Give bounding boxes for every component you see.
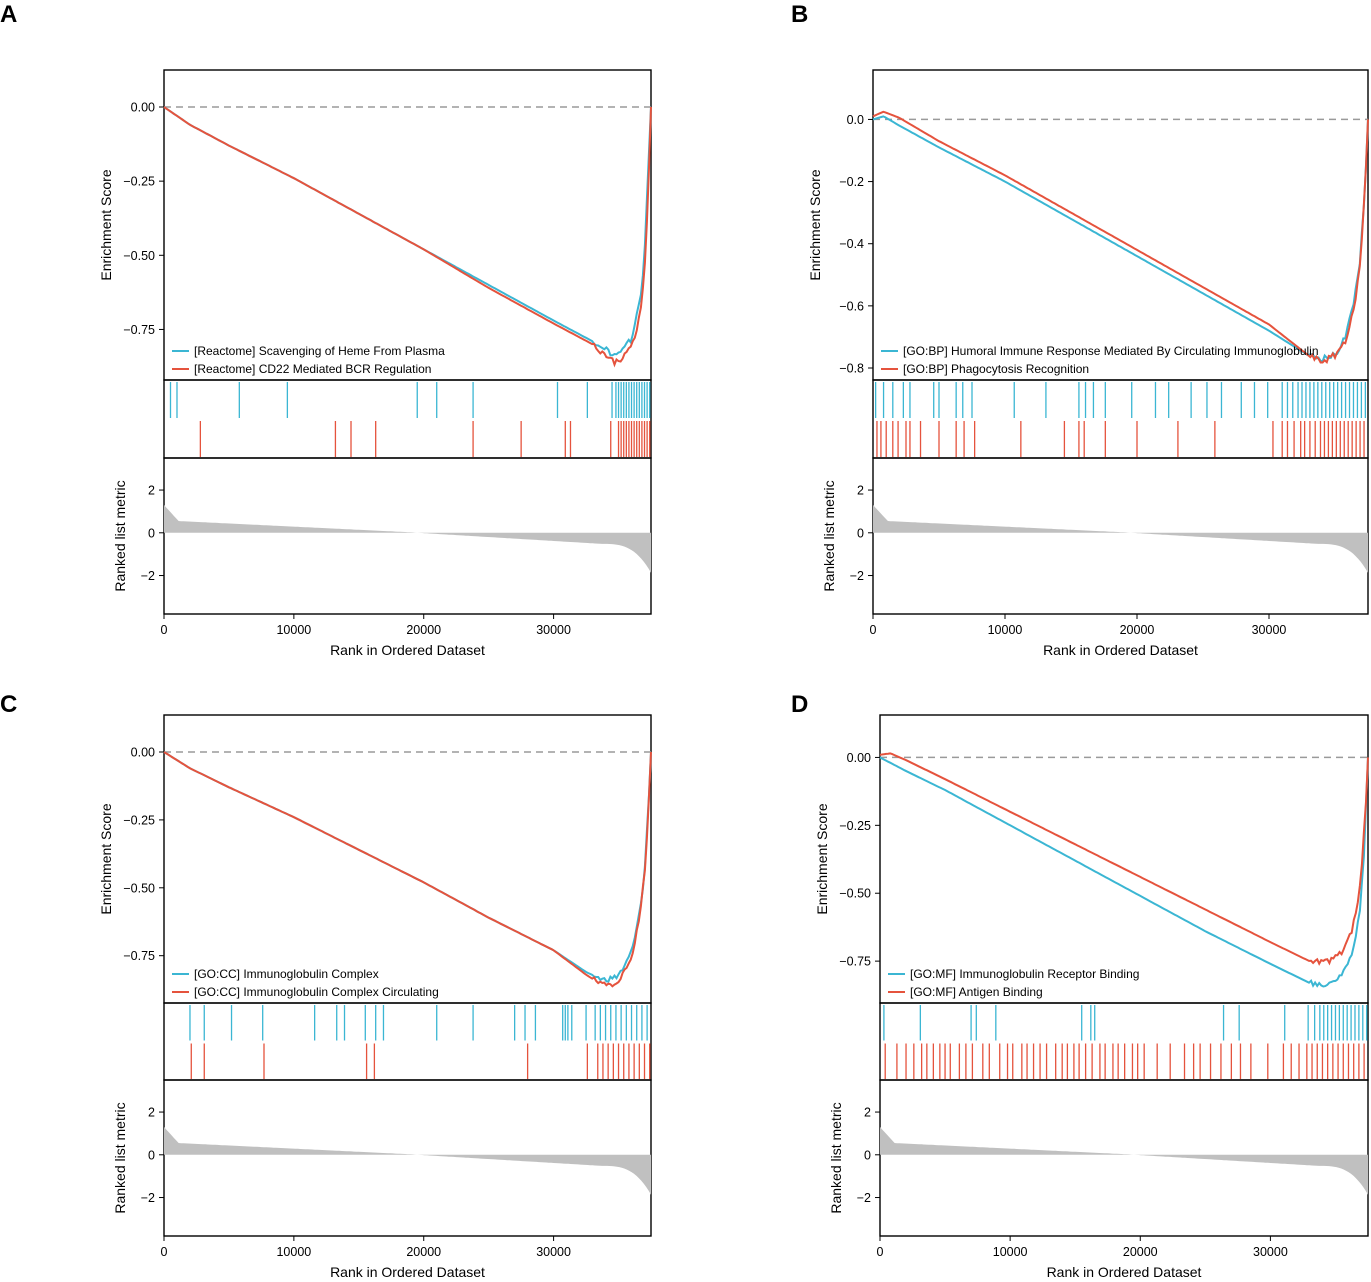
metric-y-axis-title: Ranked list metric bbox=[112, 1102, 128, 1213]
es-y-axis-title: Enrichment Score bbox=[98, 169, 114, 280]
metric-y-tick-label: −2 bbox=[141, 569, 155, 583]
x-tick-label: 20000 bbox=[1120, 623, 1155, 637]
x-tick-label: 30000 bbox=[1253, 1245, 1288, 1259]
metric-y-tick-label: 2 bbox=[148, 484, 155, 498]
ranked-metric-area bbox=[164, 505, 651, 573]
ranked-metric-area bbox=[164, 1127, 651, 1195]
es-y-tick-label: −0.6 bbox=[839, 299, 864, 313]
legend-label-series-2: [GO:BP] Phagocytosis Recognition bbox=[903, 362, 1089, 376]
panel-letter: D bbox=[791, 691, 808, 718]
legend-label-series-1: [GO:MF] Immunoglobulin Receptor Binding bbox=[910, 967, 1139, 981]
x-axis-title: Rank in Ordered Dataset bbox=[330, 1264, 485, 1280]
es-y-axis-title: Enrichment Score bbox=[98, 803, 114, 914]
x-tick-label: 10000 bbox=[276, 623, 311, 637]
legend-label-series-1: [GO:BP] Humoral Immune Response Mediated… bbox=[903, 344, 1319, 358]
es-y-tick-label: 0.00 bbox=[847, 751, 871, 765]
x-tick-label: 20000 bbox=[406, 1245, 441, 1259]
hits-strip-frame bbox=[163, 379, 652, 459]
metric-y-tick-label: 0 bbox=[148, 526, 155, 540]
es-y-tick-label: −0.50 bbox=[123, 881, 155, 895]
legend-label-series-2: [Reactome] CD22 Mediated BCR Regulation bbox=[194, 362, 431, 376]
metric-y-tick-label: 0 bbox=[864, 1148, 871, 1162]
hits-strip-frame bbox=[163, 1002, 652, 1081]
panel-letter: C bbox=[0, 691, 17, 718]
metric-y-axis-title: Ranked list metric bbox=[828, 1102, 844, 1213]
panel-letter: B bbox=[791, 1, 808, 28]
panel-letter: A bbox=[0, 1, 17, 28]
es-y-tick-label: −0.50 bbox=[123, 249, 155, 263]
es-y-tick-label: −0.50 bbox=[839, 887, 871, 901]
metric-y-tick-label: −2 bbox=[141, 1191, 155, 1205]
es-y-tick-label: −0.75 bbox=[123, 323, 155, 337]
x-tick-label: 30000 bbox=[1252, 623, 1287, 637]
x-tick-label: 0 bbox=[877, 1245, 884, 1259]
es-y-tick-label: 0.0 bbox=[847, 113, 864, 127]
x-tick-label: 30000 bbox=[536, 1245, 571, 1259]
x-tick-label: 10000 bbox=[276, 1245, 311, 1259]
legend-label-series-1: [GO:CC] Immunoglobulin Complex bbox=[194, 967, 379, 981]
es-y-tick-label: −0.25 bbox=[839, 819, 871, 833]
es-curve-series-1 bbox=[879, 756, 1369, 988]
legend-label-series-2: [GO:MF] Antigen Binding bbox=[910, 985, 1043, 999]
es-curve-series-1 bbox=[163, 106, 652, 357]
x-tick-label: 20000 bbox=[406, 623, 441, 637]
es-curve-series-2 bbox=[879, 752, 1369, 966]
es-y-axis-title: Enrichment Score bbox=[807, 169, 823, 280]
metric-y-tick-label: 0 bbox=[148, 1148, 155, 1162]
x-tick-label: 20000 bbox=[1123, 1245, 1158, 1259]
ranked-metric-area bbox=[880, 1127, 1368, 1195]
es-y-tick-label: −0.25 bbox=[123, 813, 155, 827]
x-tick-label: 10000 bbox=[988, 623, 1023, 637]
x-tick-label: 0 bbox=[161, 1245, 168, 1259]
es-y-tick-label: 0.00 bbox=[131, 101, 155, 115]
x-axis-title: Rank in Ordered Dataset bbox=[330, 642, 485, 658]
panel-a: A 0.00 −0.25 −0.50 −0.75 Enrichment Score [Rea… bbox=[0, 1, 652, 658]
es-y-tick-label: −0.4 bbox=[839, 237, 864, 251]
legend-label-series-2: [GO:CC] Immunoglobulin Complex Circulati… bbox=[194, 985, 439, 999]
es-curve-series-2 bbox=[163, 106, 652, 368]
es-curve-series-2 bbox=[163, 751, 652, 988]
legend-label-series-1: [Reactome] Scavenging of Heme From Plasm… bbox=[194, 344, 445, 358]
metric-y-tick-label: −2 bbox=[850, 569, 864, 583]
metric-y-tick-label: 0 bbox=[857, 526, 864, 540]
x-axis-title: Rank in Ordered Dataset bbox=[1043, 642, 1198, 658]
es-y-tick-label: −0.25 bbox=[123, 175, 155, 189]
metric-y-tick-label: 2 bbox=[148, 1106, 155, 1120]
ranked-metric-area bbox=[873, 505, 1368, 573]
es-y-tick-label: 0.00 bbox=[131, 746, 155, 760]
x-axis-title: Rank in Ordered Dataset bbox=[1047, 1264, 1202, 1280]
x-tick-label: 0 bbox=[161, 623, 168, 637]
es-y-tick-label: −0.75 bbox=[123, 949, 155, 963]
metric-y-tick-label: 2 bbox=[864, 1106, 871, 1120]
hits-strip-frame bbox=[879, 1002, 1369, 1081]
panel-d: D 0.00 −0.25 −0.50 −0.75 Enrichment Score [GO:… bbox=[791, 691, 1369, 1280]
x-tick-label: 10000 bbox=[993, 1245, 1028, 1259]
panel-b: B 0.0 −0.2 −0.4 −0.6 −0.8 Enrichment Score [GO:… bbox=[791, 1, 1369, 658]
es-y-tick-label: −0.75 bbox=[839, 955, 871, 969]
metric-y-tick-label: −2 bbox=[857, 1191, 871, 1205]
es-y-axis-title: Enrichment Score bbox=[814, 803, 830, 914]
x-tick-label: 0 bbox=[870, 623, 877, 637]
es-y-tick-label: −0.8 bbox=[839, 362, 864, 376]
es-y-tick-label: −0.2 bbox=[839, 175, 864, 189]
es-plot-frame bbox=[163, 714, 652, 1004]
es-curve-series-2 bbox=[872, 110, 1369, 364]
panel-c: C 0.00 −0.25 −0.50 −0.75 Enrichment Score [GO:… bbox=[0, 691, 652, 1280]
metric-y-axis-title: Ranked list metric bbox=[112, 480, 128, 591]
metric-y-axis-title: Ranked list metric bbox=[821, 480, 837, 591]
metric-y-tick-label: 2 bbox=[857, 484, 864, 498]
es-curve-series-1 bbox=[872, 115, 1369, 363]
x-tick-label: 30000 bbox=[536, 623, 571, 637]
es-plot-frame bbox=[872, 69, 1369, 381]
es-plot-frame bbox=[879, 714, 1369, 1004]
es-curve-series-1 bbox=[163, 751, 652, 983]
